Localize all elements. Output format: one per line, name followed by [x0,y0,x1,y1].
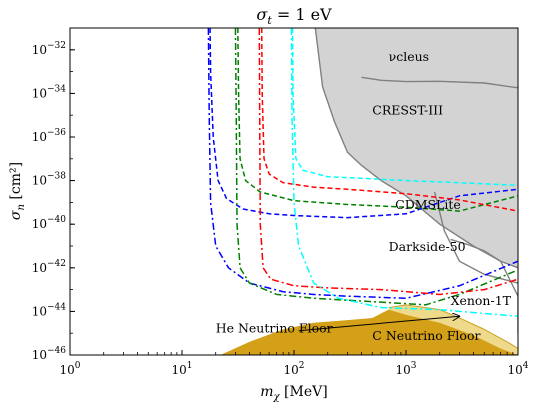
series-line-green-dashed [237,28,518,212]
y-tick-exponent: −32 [47,41,66,51]
he-neutrino-floor-band [388,304,518,355]
y-tick-exponent: −42 [47,259,66,269]
series-line-red-dashed [260,28,518,212]
annotation-he-neutrino-floor: He Neutrino Floor [216,320,333,335]
series-line-cyan-dashdot [290,28,518,317]
experiment-limit-curve-2 [433,191,518,284]
annotations: νcleus CRESST-III CDMSLite Darkside-50 Xenon… [216,49,512,343]
y-tick-exponent: −34 [47,84,66,94]
x-tick-exponent: 3 [411,361,417,371]
experiment-limit-curve-1 [361,76,518,89]
series-line-red-dashdot [258,28,518,296]
xlabel-unit: [MeV] [280,384,328,400]
x-tick-exponent: 2 [299,361,305,371]
series-line-cyan-dashed [291,28,518,187]
y-tick-exponent: −46 [47,346,66,356]
series-line-blue-dashdot [207,28,518,300]
xlabel-symbol: m [260,384,273,400]
y-axis-label: σn [cm²] [8,162,27,220]
annotation-darkside-50: Darkside-50 [389,239,466,254]
ylabel-symbol: σ [8,210,24,220]
xlabel-subscript: χ [273,392,281,403]
excluded-region-0 [315,28,518,268]
he-neutrino-floor-arrow [298,316,460,332]
annotation-xenon-1t: Xenon-1T [451,293,512,308]
annotation-cresst-iii: CRESST-III [372,102,443,117]
experiment-limit-curve-0 [314,28,518,269]
plot-area [207,28,518,355]
experiment-limit-curve-3 [450,238,518,334]
series-line-green-dashdot [234,28,518,306]
x-tick-exponent: 1 [187,361,193,371]
ylabel-subscript: n [16,204,27,210]
x-tick-exponent: 0 [75,361,81,371]
title-symbol: σ [256,5,268,24]
he-neutrino-floor-edge [388,304,518,349]
x-axis-label: mχ [MeV] [260,384,327,403]
annotation-cdmslite: CDMSLite [395,197,461,212]
annotation-cleus: νcleus [389,49,429,64]
ylabel-unit: [cm²] [8,162,24,204]
y-tick-exponent: −44 [47,302,66,312]
chart-title: σt = 1 eV [256,5,332,27]
title-subscript: t [267,14,272,27]
annotation-c-neutrino-floor: C Neutrino Floor [372,328,480,343]
title-value: = 1 eV [272,5,332,24]
c-neutrino-floor-region [207,309,518,355]
series-line-blue-dashed [209,28,518,219]
y-tick-exponent: −38 [47,172,66,182]
x-tick-exponent: 4 [523,361,529,371]
y-tick-exponent: −40 [47,215,66,225]
y-tick-exponent: −36 [47,128,66,138]
